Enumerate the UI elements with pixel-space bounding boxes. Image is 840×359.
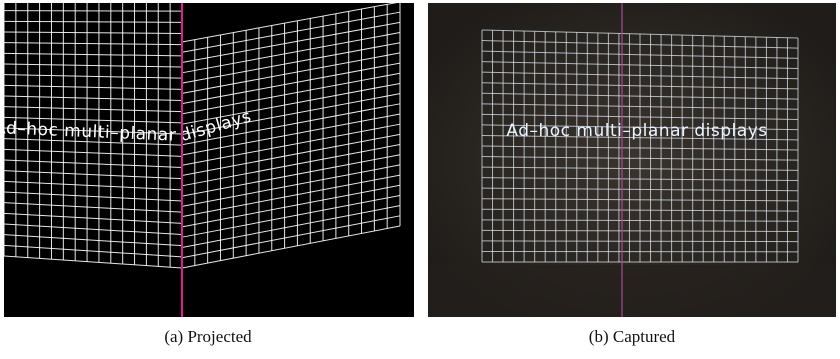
figure: Ad–hoc multi–planar displays Ad–hoc mult… bbox=[0, 0, 840, 354]
overlay-text: Ad–hoc multi–planar displays bbox=[506, 121, 767, 141]
caption: (b) Captured bbox=[589, 327, 676, 346]
floor-shadow bbox=[428, 265, 836, 317]
page: Ad–hoc multi–planar displays Ad–hoc mult… bbox=[0, 0, 840, 354]
projected-image: Ad–hoc multi–planar displays bbox=[0, 0, 414, 317]
caption: (a) Projected bbox=[164, 327, 252, 346]
grid-line bbox=[4, 11, 182, 12]
captured-image: Ad–hoc multi–planar displays bbox=[428, 3, 836, 317]
